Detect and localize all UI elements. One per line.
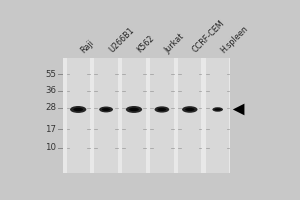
Polygon shape: [233, 104, 244, 115]
Ellipse shape: [126, 106, 142, 113]
Ellipse shape: [214, 108, 221, 111]
Text: K562: K562: [135, 34, 156, 55]
Bar: [150, 58, 173, 173]
Ellipse shape: [70, 106, 86, 113]
Bar: [94, 58, 118, 173]
Ellipse shape: [212, 107, 223, 112]
Bar: [122, 58, 146, 173]
Bar: [63, 58, 230, 173]
Text: 28: 28: [45, 103, 56, 112]
Ellipse shape: [158, 108, 166, 111]
Ellipse shape: [185, 108, 194, 111]
Bar: [206, 58, 229, 173]
Text: 17: 17: [45, 125, 56, 134]
Text: H.spleen: H.spleen: [219, 24, 250, 55]
Ellipse shape: [73, 108, 83, 111]
Text: 10: 10: [45, 143, 56, 152]
Bar: [67, 58, 90, 173]
Ellipse shape: [154, 106, 169, 113]
Text: Raji: Raji: [79, 38, 96, 55]
Ellipse shape: [102, 108, 110, 111]
Ellipse shape: [129, 108, 139, 111]
Text: 36: 36: [45, 86, 56, 95]
Text: 55: 55: [45, 70, 56, 79]
Text: Jurkat: Jurkat: [163, 32, 186, 55]
Ellipse shape: [99, 107, 113, 112]
Bar: [178, 58, 201, 173]
Ellipse shape: [182, 106, 197, 113]
Text: CCRF-CEM: CCRF-CEM: [191, 19, 227, 55]
Text: U266B1: U266B1: [107, 26, 136, 55]
